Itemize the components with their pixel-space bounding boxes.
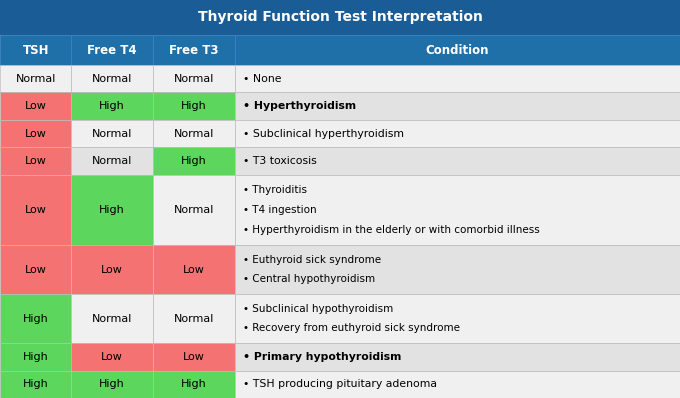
Bar bbox=[153, 343, 235, 371]
Bar bbox=[0, 92, 71, 120]
Bar bbox=[153, 245, 235, 294]
Bar bbox=[0, 35, 71, 65]
Text: Condition: Condition bbox=[426, 43, 489, 57]
Text: Normal: Normal bbox=[173, 74, 214, 84]
Text: Free T3: Free T3 bbox=[169, 43, 218, 57]
Text: • Subclinical hyperthyroidism: • Subclinical hyperthyroidism bbox=[243, 129, 404, 139]
Text: Low: Low bbox=[24, 101, 47, 111]
Text: Free T4: Free T4 bbox=[88, 43, 137, 57]
Text: • Primary hypothyroidism: • Primary hypothyroidism bbox=[243, 352, 401, 362]
Text: Normal: Normal bbox=[92, 156, 133, 166]
Text: High: High bbox=[23, 379, 48, 389]
Text: Low: Low bbox=[183, 265, 205, 275]
Text: • None: • None bbox=[243, 74, 281, 84]
Text: Thyroid Function Test Interpretation: Thyroid Function Test Interpretation bbox=[198, 10, 482, 25]
Bar bbox=[71, 35, 153, 65]
Text: • Euthyroid sick syndrome: • Euthyroid sick syndrome bbox=[243, 255, 381, 265]
Text: • Central hypothyroidism: • Central hypothyroidism bbox=[243, 275, 375, 285]
Bar bbox=[71, 92, 153, 120]
Bar bbox=[0, 175, 71, 245]
Text: High: High bbox=[181, 156, 207, 166]
Bar bbox=[71, 120, 153, 147]
Text: • T4 ingestion: • T4 ingestion bbox=[243, 205, 316, 215]
Bar bbox=[0, 343, 71, 371]
Bar bbox=[0, 65, 71, 92]
Text: Normal: Normal bbox=[92, 74, 133, 84]
Bar bbox=[0, 120, 71, 147]
Bar bbox=[71, 294, 153, 343]
Bar bbox=[71, 65, 153, 92]
Bar bbox=[71, 245, 153, 294]
Text: Low: Low bbox=[101, 265, 123, 275]
Text: High: High bbox=[181, 379, 207, 389]
Text: Low: Low bbox=[101, 352, 123, 362]
Text: • Subclinical hypothyroidism: • Subclinical hypothyroidism bbox=[243, 304, 393, 314]
Bar bbox=[235, 35, 680, 65]
Text: High: High bbox=[99, 205, 125, 215]
Bar bbox=[153, 175, 235, 245]
Bar bbox=[153, 120, 235, 147]
Text: Low: Low bbox=[183, 352, 205, 362]
Bar bbox=[235, 65, 680, 92]
Bar bbox=[0, 245, 71, 294]
Text: Normal: Normal bbox=[173, 205, 214, 215]
Text: • Recovery from euthyroid sick syndrome: • Recovery from euthyroid sick syndrome bbox=[243, 324, 460, 334]
Bar bbox=[0, 0, 680, 35]
Text: Low: Low bbox=[24, 205, 47, 215]
Text: High: High bbox=[181, 101, 207, 111]
Text: High: High bbox=[99, 379, 125, 389]
Text: • TSH producing pituitary adenoma: • TSH producing pituitary adenoma bbox=[243, 379, 437, 389]
Bar bbox=[153, 371, 235, 398]
Text: TSH: TSH bbox=[22, 43, 49, 57]
Text: Low: Low bbox=[24, 156, 47, 166]
Text: Low: Low bbox=[24, 129, 47, 139]
Text: Normal: Normal bbox=[92, 314, 133, 324]
Bar bbox=[153, 92, 235, 120]
Bar bbox=[71, 343, 153, 371]
Text: Normal: Normal bbox=[16, 74, 56, 84]
Text: Normal: Normal bbox=[173, 129, 214, 139]
Text: High: High bbox=[23, 314, 48, 324]
Text: • T3 toxicosis: • T3 toxicosis bbox=[243, 156, 316, 166]
Bar bbox=[235, 245, 680, 294]
Bar bbox=[235, 92, 680, 120]
Bar bbox=[235, 343, 680, 371]
Bar bbox=[153, 35, 235, 65]
Bar bbox=[235, 294, 680, 343]
Bar bbox=[235, 175, 680, 245]
Bar bbox=[71, 175, 153, 245]
Bar bbox=[153, 65, 235, 92]
Bar bbox=[0, 294, 71, 343]
Text: Normal: Normal bbox=[173, 314, 214, 324]
Text: Normal: Normal bbox=[92, 129, 133, 139]
Bar bbox=[153, 294, 235, 343]
Text: High: High bbox=[99, 101, 125, 111]
Bar bbox=[235, 371, 680, 398]
Bar bbox=[235, 147, 680, 175]
Bar bbox=[71, 371, 153, 398]
Text: High: High bbox=[23, 352, 48, 362]
Text: Low: Low bbox=[24, 265, 47, 275]
Bar bbox=[0, 371, 71, 398]
Text: • Thyroiditis: • Thyroiditis bbox=[243, 185, 307, 195]
Bar bbox=[153, 147, 235, 175]
Text: • Hyperthyroidism: • Hyperthyroidism bbox=[243, 101, 356, 111]
Bar bbox=[71, 147, 153, 175]
Bar bbox=[235, 120, 680, 147]
Text: • Hyperthyroidism in the elderly or with comorbid illness: • Hyperthyroidism in the elderly or with… bbox=[243, 225, 539, 235]
Bar bbox=[0, 147, 71, 175]
